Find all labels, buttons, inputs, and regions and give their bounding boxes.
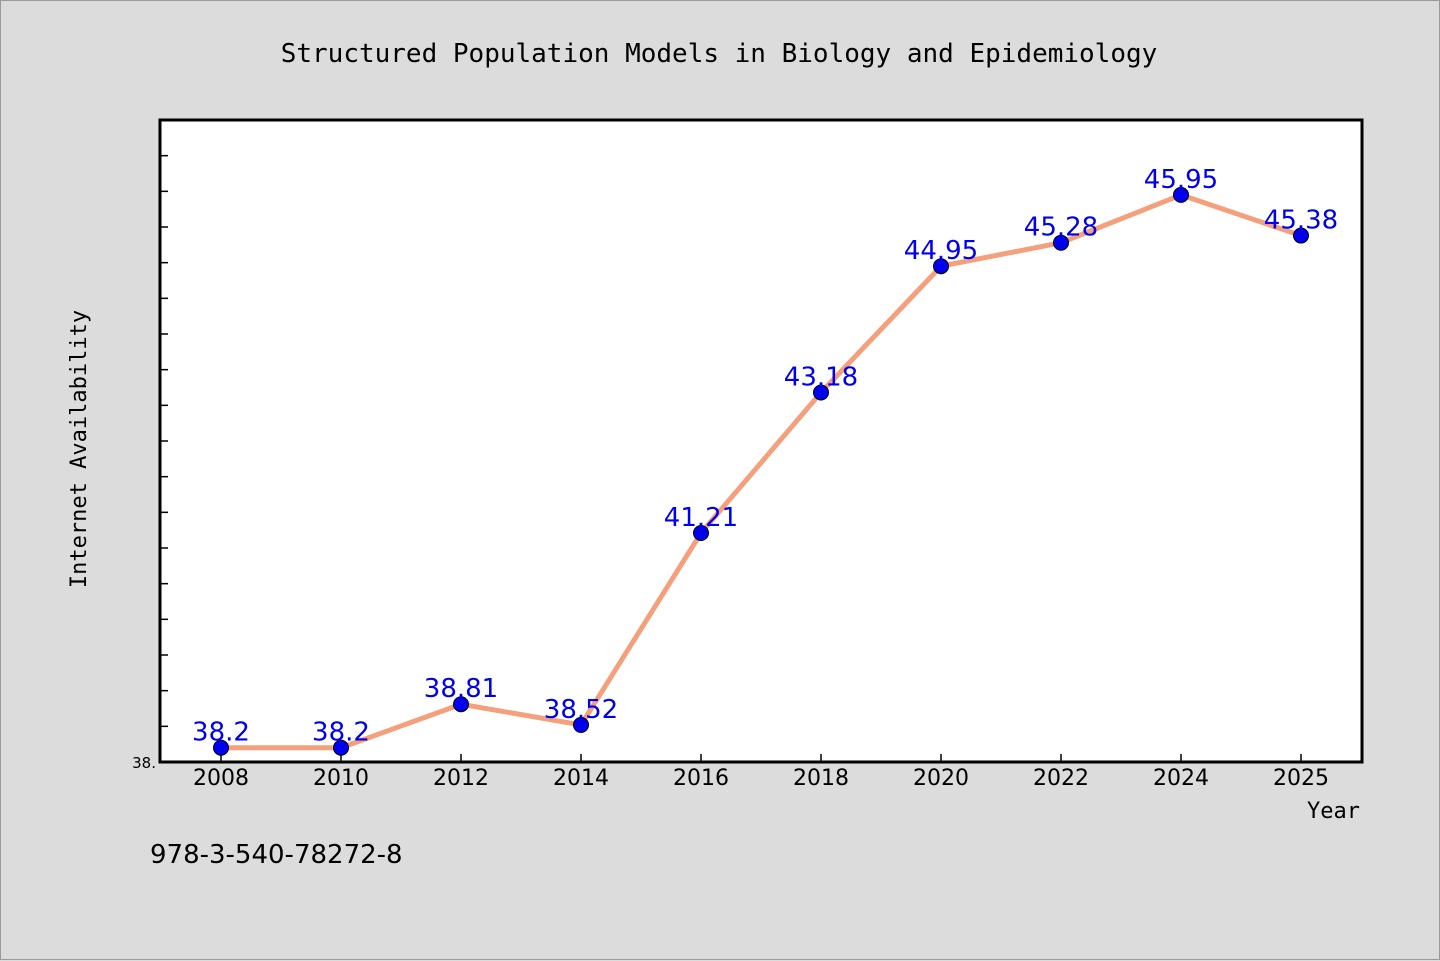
x-tick-label: 2018 xyxy=(793,766,849,791)
x-tick-label: 2024 xyxy=(1153,766,1209,791)
data-point xyxy=(333,739,349,756)
data-label: 45.95 xyxy=(1144,165,1218,195)
x-tick-label: 2012 xyxy=(433,766,489,791)
data-point xyxy=(213,739,229,756)
plot-area xyxy=(158,118,1364,764)
chart-title: Structured Population Models in Biology … xyxy=(281,39,1158,69)
data-point xyxy=(1173,186,1189,203)
data-labels: 38.2 38.2 38.81 38.52 41.21 43.18 44.95 45.28 45… xyxy=(192,165,1338,748)
series-line xyxy=(218,192,1304,751)
data-point xyxy=(1053,234,1069,251)
data-label: 38.2 xyxy=(312,718,370,748)
data-label: 45.38 xyxy=(1264,206,1338,236)
x-tick-label: 2014 xyxy=(553,766,609,791)
x-tick-label: 2008 xyxy=(193,766,249,791)
x-tick-labels: 2008 2010 2012 2014 2016 2018 2020 2022 2024 2025 xyxy=(193,766,1329,791)
data-point xyxy=(813,384,829,401)
x-tick-label: 2025 xyxy=(1273,766,1329,791)
data-label: 38.2 xyxy=(192,718,250,748)
data-point xyxy=(573,716,589,733)
isbn-annotation: 978-3-540-78272-8 xyxy=(150,840,403,870)
x-tick-label: 2022 xyxy=(1033,766,1089,791)
data-label: 41.21 xyxy=(664,503,738,533)
x-tick-label: 2020 xyxy=(913,766,969,791)
data-point xyxy=(933,258,949,275)
data-markers xyxy=(213,186,1309,756)
data-point xyxy=(1293,227,1309,244)
data-label: 38.81 xyxy=(424,674,498,704)
data-label: 43.18 xyxy=(784,362,858,392)
data-point xyxy=(453,696,469,713)
data-label: 45.28 xyxy=(1024,213,1098,243)
x-tick-label: 2016 xyxy=(673,766,729,791)
x-axis-ticks xyxy=(220,754,1302,762)
x-tick-label: 2010 xyxy=(313,766,369,791)
y-tick-label: 38. xyxy=(132,754,156,772)
data-label: 38.52 xyxy=(544,695,618,725)
x-axis-label: Year xyxy=(1307,799,1360,824)
data-point xyxy=(693,525,709,542)
y-axis-label: Internet Availability xyxy=(67,310,92,588)
y-axis-ticks xyxy=(160,154,168,728)
data-label: 44.95 xyxy=(904,236,978,266)
